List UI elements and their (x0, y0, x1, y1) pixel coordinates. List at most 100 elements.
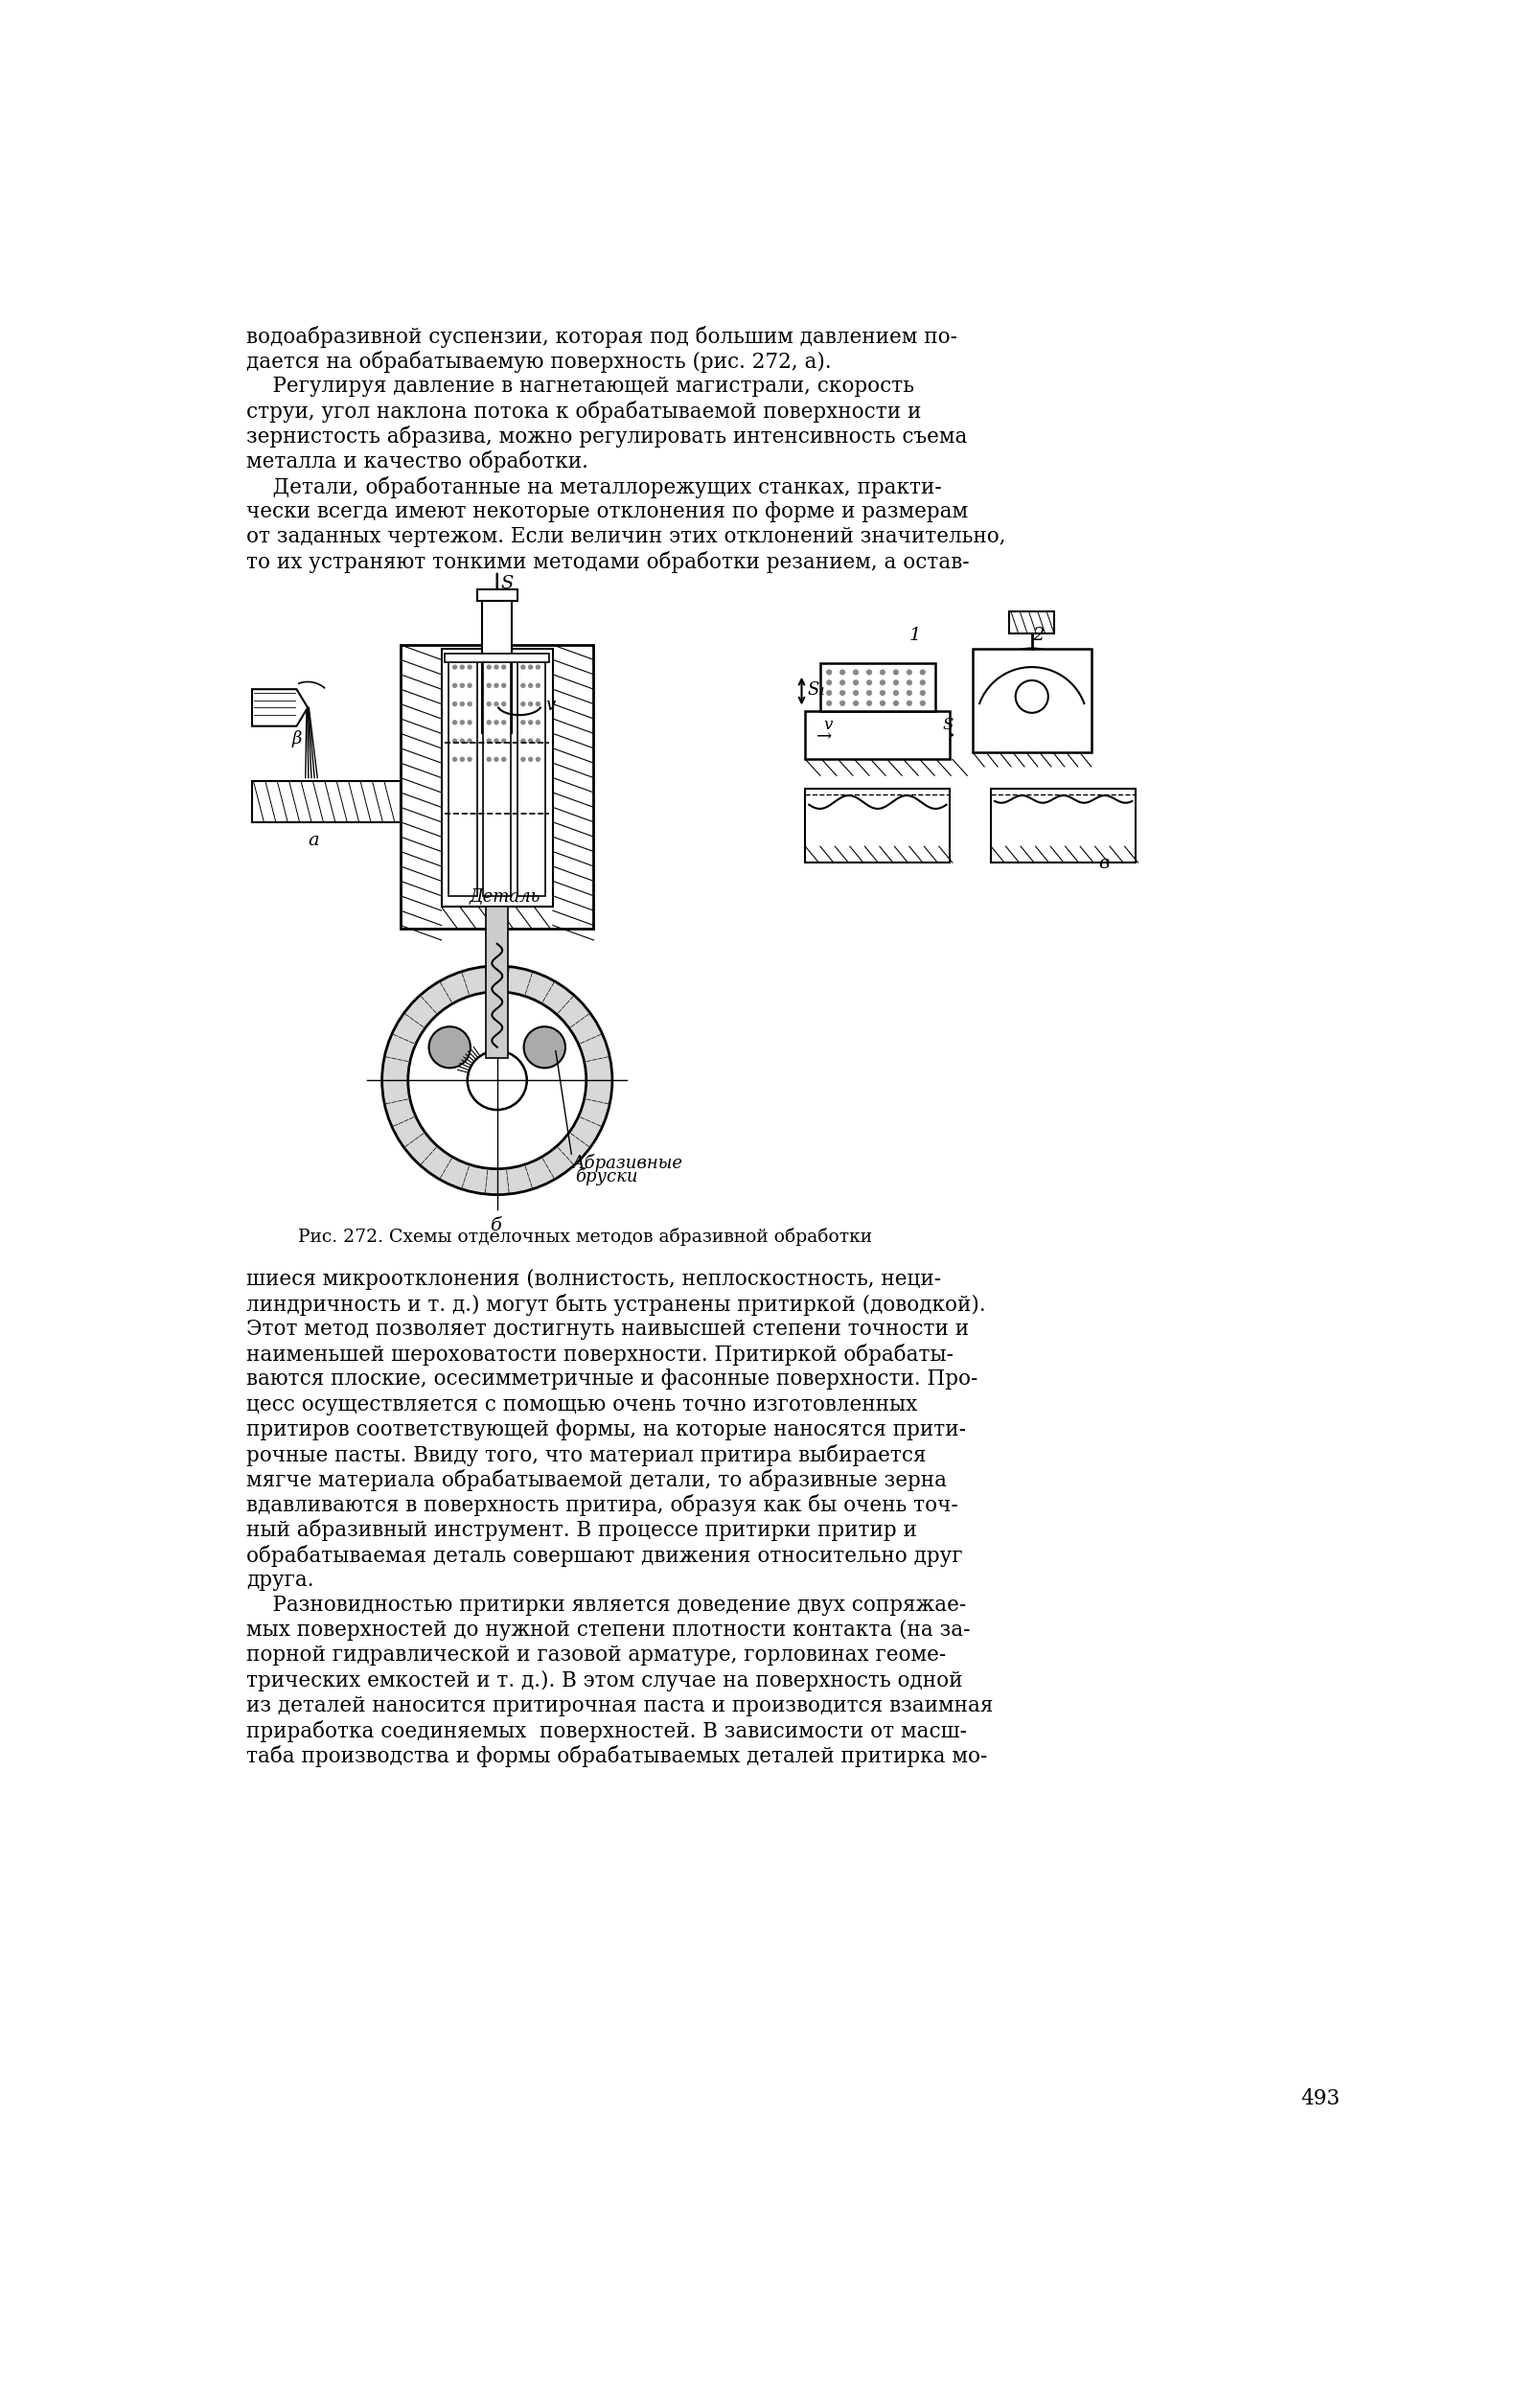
Text: струи, угол наклона потока к обрабатываемой поверхности и: струи, угол наклона потока к обрабатывае… (246, 402, 921, 423)
Circle shape (839, 670, 845, 675)
Circle shape (839, 701, 845, 706)
Circle shape (459, 720, 465, 725)
Bar (517, 660, 545, 897)
Circle shape (521, 739, 525, 744)
Circle shape (839, 679, 845, 687)
Text: дается на обрабатываемую поверхность (рис. 272, а).: дается на обрабатываемую поверхность (ри… (246, 352, 830, 373)
Circle shape (865, 701, 872, 706)
Bar (482, 600, 511, 734)
Bar (253, 782, 400, 823)
Circle shape (451, 701, 457, 706)
Circle shape (487, 720, 491, 725)
Circle shape (534, 665, 541, 670)
Text: β: β (291, 730, 302, 746)
Circle shape (534, 756, 541, 763)
Circle shape (825, 689, 832, 696)
Text: мягче материала обрабатываемой детали, то абразивные зерна: мягче материала обрабатываемой детали, т… (246, 1469, 946, 1490)
Circle shape (521, 720, 525, 725)
Circle shape (521, 665, 525, 670)
Polygon shape (972, 648, 1090, 751)
Text: линдричность и т. д.) могут быть устранены притиркой (доводкой).: линдричность и т. д.) могут быть устране… (246, 1294, 986, 1316)
Circle shape (382, 966, 611, 1194)
Text: Разновидностью притирки является доведение двух сопряжае-: Разновидностью притирки является доведен… (246, 1595, 966, 1615)
Circle shape (500, 701, 507, 706)
Circle shape (493, 720, 499, 725)
Bar (805, 710, 950, 758)
Circle shape (528, 701, 533, 706)
Bar (485, 907, 508, 1057)
Circle shape (493, 684, 499, 689)
Text: рочные пасты. Ввиду того, что материал притира выбирается: рочные пасты. Ввиду того, что материал п… (246, 1445, 926, 1466)
Circle shape (493, 701, 499, 706)
Circle shape (487, 684, 491, 689)
Text: то их устраняют тонкими методами обработки резанием, а остав-: то их устраняют тонкими методами обработ… (246, 550, 969, 574)
Text: друга.: друга. (246, 1569, 314, 1591)
Bar (1009, 612, 1053, 634)
Circle shape (528, 684, 533, 689)
Circle shape (865, 679, 872, 687)
Circle shape (528, 756, 533, 763)
Text: а: а (308, 832, 319, 849)
Circle shape (459, 756, 465, 763)
Text: зернистость абразива, можно регулировать интенсивность съема: зернистость абразива, можно регулировать… (246, 426, 967, 447)
Circle shape (534, 720, 541, 725)
Wedge shape (524, 1026, 565, 1067)
Circle shape (459, 665, 465, 670)
Circle shape (534, 739, 541, 744)
Circle shape (534, 684, 541, 689)
Circle shape (839, 689, 845, 696)
Circle shape (1015, 679, 1047, 713)
Text: от заданных чертежом. Если величин этих отклонений значительно,: от заданных чертежом. Если величин этих … (246, 526, 1006, 548)
Text: Деталь: Деталь (468, 887, 541, 907)
Circle shape (528, 739, 533, 744)
Circle shape (892, 679, 898, 687)
Circle shape (865, 689, 872, 696)
Circle shape (825, 670, 832, 675)
Circle shape (451, 739, 457, 744)
Circle shape (451, 684, 457, 689)
Circle shape (852, 689, 858, 696)
Circle shape (459, 739, 465, 744)
Circle shape (408, 993, 585, 1170)
Circle shape (852, 701, 858, 706)
Text: приработка соединяемых  поверхностей. В зависимости от масш-: приработка соединяемых поверхностей. В з… (246, 1720, 966, 1741)
Text: шиеся микроотклонения (волнистость, неплоскостность, неци-: шиеся микроотклонения (волнистость, непл… (246, 1268, 941, 1289)
Circle shape (467, 739, 471, 744)
Text: в: в (1098, 856, 1109, 873)
Circle shape (919, 689, 926, 696)
Bar (445, 653, 548, 663)
Text: наименьшей шероховатости поверхности. Притиркой обрабаты-: наименьшей шероховатости поверхности. Пр… (246, 1344, 953, 1366)
Text: v: v (545, 696, 554, 713)
Circle shape (906, 670, 912, 675)
Circle shape (500, 665, 507, 670)
Circle shape (983, 648, 1080, 744)
Text: металла и качество обработки.: металла и качество обработки. (246, 450, 588, 474)
Circle shape (459, 701, 465, 706)
Bar (805, 789, 950, 864)
Text: мых поверхностей до нужной степени плотности контакта (на за-: мых поверхностей до нужной степени плотн… (246, 1619, 970, 1641)
Circle shape (892, 689, 898, 696)
Circle shape (521, 684, 525, 689)
Circle shape (919, 670, 926, 675)
Text: 1: 1 (909, 627, 921, 643)
Circle shape (906, 679, 912, 687)
Text: Детали, обработанные на металлорежущих станках, практи-: Детали, обработанные на металлорежущих с… (246, 476, 941, 498)
Bar (819, 663, 935, 710)
Circle shape (500, 720, 507, 725)
Text: S: S (500, 574, 513, 593)
Bar (482, 660, 511, 897)
Bar (448, 660, 477, 897)
Text: Этот метод позволяет достигнуть наивысшей степени точности и: Этот метод позволяет достигнуть наивысше… (246, 1318, 969, 1340)
Text: бруски: бруски (574, 1167, 638, 1186)
Circle shape (500, 739, 507, 744)
Text: обрабатываемая деталь совершают движения относительно друг: обрабатываемая деталь совершают движения… (246, 1545, 962, 1567)
Circle shape (467, 756, 471, 763)
Text: водоабразивной суспензии, которая под большим давлением по-: водоабразивной суспензии, которая под бо… (246, 325, 956, 347)
Circle shape (493, 665, 499, 670)
Text: притиров соответствующей формы, на которые наносятся прити-: притиров соответствующей формы, на котор… (246, 1418, 966, 1440)
Circle shape (500, 684, 507, 689)
Bar (477, 588, 517, 600)
Circle shape (892, 670, 898, 675)
Text: 2: 2 (1032, 627, 1043, 643)
Circle shape (906, 701, 912, 706)
